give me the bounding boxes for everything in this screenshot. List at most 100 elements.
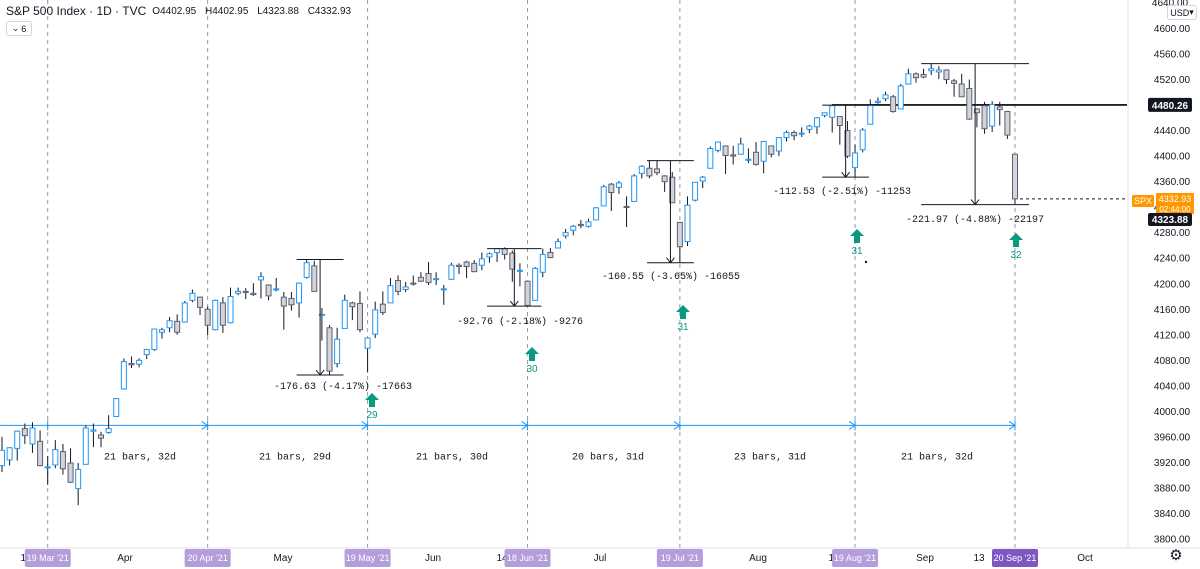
range-label: 21 bars, 32d xyxy=(901,451,973,463)
candle xyxy=(623,206,630,209)
candle xyxy=(90,429,97,432)
candle xyxy=(669,176,676,204)
time-tick-label: Oct xyxy=(1077,553,1093,564)
candle xyxy=(364,337,371,349)
date-range-arrowhead xyxy=(1008,420,1016,430)
currency-button[interactable]: USD ▾ xyxy=(1167,5,1197,20)
candle xyxy=(212,299,219,331)
candle xyxy=(250,292,257,296)
spx-price-tag xyxy=(1156,193,1194,214)
measure-label: -160.55 (-3.65%) -16055 xyxy=(602,271,740,283)
date-highlight-tag xyxy=(184,549,231,567)
candle xyxy=(257,276,264,281)
spx-symbol-text: SPX xyxy=(1134,196,1152,206)
candle xyxy=(608,183,615,193)
candle xyxy=(288,297,295,306)
candle xyxy=(349,302,356,308)
candle xyxy=(120,361,127,390)
date-highlight-text: 19 Aug '21 xyxy=(834,553,876,563)
ohlc-readout: O4402.95 H4402.95 L4323.88 C4332.93 xyxy=(152,6,357,17)
price-tick-label: 4080.00 xyxy=(1154,356,1191,367)
date-range-arrowhead xyxy=(521,420,529,430)
candle xyxy=(585,221,592,227)
candle xyxy=(821,112,828,116)
candle xyxy=(219,302,226,326)
time-tick-label: Apr xyxy=(117,553,133,564)
candle xyxy=(958,83,965,98)
low-price-text: 4323.88 xyxy=(1152,215,1189,226)
candle xyxy=(227,296,234,324)
candle xyxy=(989,103,996,127)
candle xyxy=(570,225,577,231)
range-label: 20 bars, 31d xyxy=(572,451,644,463)
candle xyxy=(699,176,706,182)
spx-symbol-tag xyxy=(1132,195,1154,207)
candle xyxy=(242,290,249,293)
candle xyxy=(745,158,752,161)
high-label: H xyxy=(205,5,213,17)
candle xyxy=(684,204,691,243)
gear-icon[interactable]: ⚙ xyxy=(1169,547,1183,564)
chart-header: S&P 500 Index · 1D · TVC O4402.95 H4402.… xyxy=(6,4,357,18)
candle xyxy=(410,282,417,285)
candle xyxy=(136,359,143,365)
indicator-count: 6 xyxy=(21,23,27,34)
up-arrow-icon xyxy=(676,305,690,319)
up-arrow-icon xyxy=(1009,233,1023,247)
price-tick-label: 4560.00 xyxy=(1154,50,1191,61)
price-tick-label: 3960.00 xyxy=(1154,432,1191,443)
price-tick-label: 3920.00 xyxy=(1154,458,1191,469)
candle xyxy=(59,451,66,470)
candle xyxy=(21,428,28,437)
candle xyxy=(966,87,973,120)
chevron-down-icon: ▾ xyxy=(1189,7,1194,17)
candle xyxy=(783,132,790,139)
candle xyxy=(920,73,927,78)
candle xyxy=(524,280,531,306)
candle xyxy=(387,285,394,304)
candle xyxy=(730,154,737,157)
candle xyxy=(829,105,836,118)
candle xyxy=(273,288,280,291)
price-tick-label: 4000.00 xyxy=(1154,407,1191,418)
candle xyxy=(334,338,341,365)
candle xyxy=(82,427,89,465)
candle xyxy=(174,320,181,333)
candle xyxy=(722,145,729,156)
candle xyxy=(661,175,668,183)
candle xyxy=(631,175,638,202)
arrow-count-label: 30 xyxy=(526,364,538,375)
candle xyxy=(433,278,440,281)
date-highlight-tag xyxy=(992,549,1038,567)
measure-arrowhead xyxy=(666,257,675,264)
candle xyxy=(890,96,897,112)
candle xyxy=(204,308,211,326)
candle xyxy=(311,265,318,292)
date-highlight-tag xyxy=(832,549,879,567)
time-tick-label: 14 xyxy=(496,553,508,564)
currency-label: USD xyxy=(1170,7,1190,18)
range-label: 21 bars, 30d xyxy=(416,451,488,463)
candle xyxy=(14,430,21,449)
candle xyxy=(943,69,950,81)
candle xyxy=(98,434,105,439)
candle xyxy=(874,100,881,104)
measure-label: -221.97 (-4.88%) -22197 xyxy=(906,214,1044,226)
candle xyxy=(852,152,859,169)
candle xyxy=(151,328,158,350)
candle xyxy=(181,302,188,323)
candle xyxy=(935,69,942,73)
price-tick-label: 4400.00 xyxy=(1154,152,1191,163)
up-arrow-icon xyxy=(850,229,864,243)
date-highlight-text: 19 Mar '21 xyxy=(27,553,69,563)
price-tick-label: 4600.00 xyxy=(1154,24,1191,35)
open-value: 4402.95 xyxy=(160,5,197,17)
candle xyxy=(539,253,546,273)
indicators-toggle-button[interactable]: ⌄ 6 xyxy=(6,21,32,36)
price-tick-label: 4040.00 xyxy=(1154,381,1191,392)
candle xyxy=(951,80,958,84)
date-range-arrowhead xyxy=(673,420,681,430)
candle xyxy=(280,296,287,307)
candle xyxy=(714,141,721,151)
